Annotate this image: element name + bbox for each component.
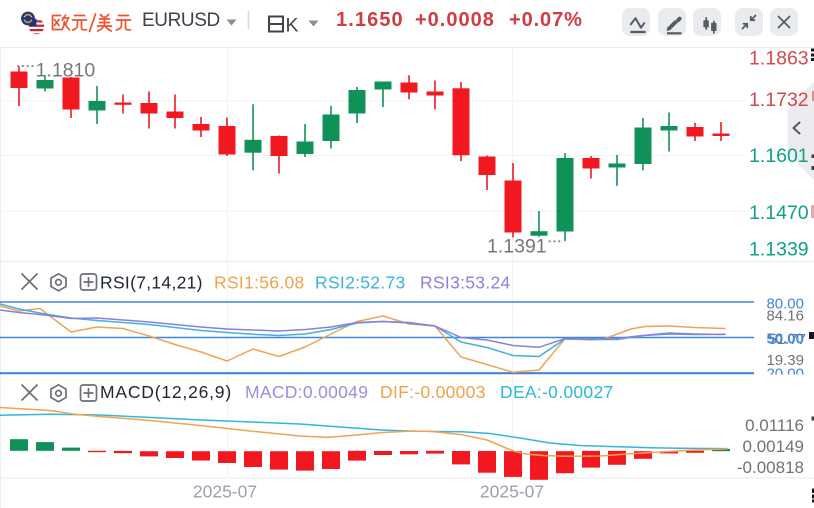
svg-text:50.00: 50.00 [766,331,804,348]
svg-text:DEA:-0.00027: DEA:-0.00027 [500,382,614,402]
svg-text:MACD:0.00049: MACD:0.00049 [245,382,368,402]
svg-text:1.1601: 1.1601 [749,145,809,167]
svg-text:51.77: 51.77 [768,331,806,348]
svg-text:19.39: 19.39 [766,352,804,369]
svg-text:1.1810: 1.1810 [36,59,96,81]
svg-text:80.00: 80.00 [766,296,804,313]
svg-text:2025-07: 2025-07 [193,482,257,502]
svg-text:0.01116: 0.01116 [745,416,804,435]
svg-text:1.1339: 1.1339 [749,239,809,261]
svg-text:RSI(7,14,21): RSI(7,14,21) [100,273,203,293]
svg-text:RSI1:56.08: RSI1:56.08 [214,273,305,293]
svg-text:0.00149: 0.00149 [743,437,804,456]
svg-text:-0.00818: -0.00818 [737,458,804,477]
svg-text:MACD(12,26,9): MACD(12,26,9) [100,382,232,402]
svg-text:RSI3:53.24: RSI3:53.24 [420,273,511,293]
svg-text:1.1470: 1.1470 [749,202,809,224]
svg-text:1.1732: 1.1732 [749,89,809,111]
svg-text:1.1863: 1.1863 [749,48,809,70]
svg-text:1.1391: 1.1391 [487,236,547,258]
svg-text:DIF:-0.00003: DIF:-0.00003 [380,382,486,402]
svg-text:84.16: 84.16 [766,308,804,325]
svg-text:2025-07: 2025-07 [480,482,544,502]
svg-text:RSI2:52.73: RSI2:52.73 [315,273,406,293]
svg-text:K: K [286,15,299,34]
